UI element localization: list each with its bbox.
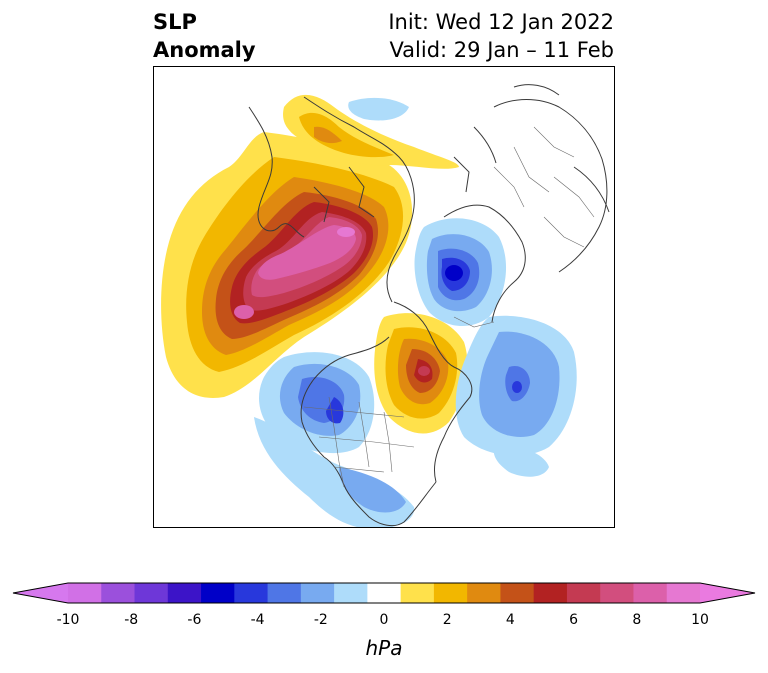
colorbar-extend-low	[13, 583, 68, 603]
colorbar-tick-label: -6	[187, 612, 202, 628]
colorbar-segment	[300, 583, 335, 603]
valid-range: Valid: 29 Jan – 11 Feb	[389, 38, 614, 62]
colorbar-extend-high	[700, 583, 755, 603]
colorbar-segment	[433, 583, 468, 603]
colorbar-segment	[500, 583, 535, 603]
colorbar-segment	[334, 583, 368, 603]
negative-anomaly-atlantic	[455, 315, 577, 456]
colorbar-segment	[533, 583, 568, 603]
colorbar-tick-label: 6	[569, 612, 579, 628]
coastlines	[248, 84, 610, 527]
colorbar-segment	[101, 583, 136, 603]
colorbar-tick-label: -8	[124, 612, 139, 628]
positive-anomaly-pacific	[161, 132, 413, 398]
colorbar-ticks: -10 -8 -6 -4 -2 0 2 4 6 8 10	[0, 612, 768, 632]
forecast-info: Init: Wed 12 Jan 2022 Valid: 29 Jan – 11…	[388, 8, 614, 64]
colorbar-segment	[134, 583, 169, 603]
positive-anomaly-greenland	[374, 313, 468, 434]
negative-anomaly-scandinavia	[348, 97, 409, 121]
colorbar-segment	[68, 583, 102, 603]
colorbar-unit-label: hPa	[365, 636, 403, 660]
field-label: Anomaly	[153, 38, 256, 62]
colorbar	[12, 582, 756, 604]
anomaly-map	[161, 84, 610, 527]
variable-label: SLP	[153, 10, 197, 34]
colorbar-segment	[633, 583, 668, 603]
colorbar-segment	[201, 583, 235, 603]
colorbar-tick-label: 8	[632, 612, 642, 628]
colorbar-tick-label: 4	[505, 612, 515, 628]
positive-anomaly-arctic	[283, 94, 459, 169]
colorbar-segment	[400, 583, 435, 603]
negative-anomaly-north-america	[254, 352, 549, 527]
colorbar-tick-label: -4	[250, 612, 265, 628]
init-date: Init: Wed 12 Jan 2022	[388, 10, 614, 34]
colorbar-tick-label: 0	[379, 612, 389, 628]
map-title: SLP Anomaly	[153, 8, 256, 64]
colorbar-tick-label: 2	[442, 612, 452, 628]
map-panel	[153, 66, 615, 528]
colorbar-segment	[600, 583, 634, 603]
colorbar-segment	[167, 583, 202, 603]
colorbar-segment	[467, 583, 501, 603]
colorbar-segment	[367, 583, 402, 603]
colorbar-segment	[267, 583, 302, 603]
negative-anomaly-europe	[414, 218, 507, 327]
political-borders	[303, 126, 595, 488]
colorbar-segment	[234, 583, 269, 603]
colorbar-tick-label: -2	[313, 612, 328, 628]
colorbar-outline	[12, 582, 756, 604]
colorbar-tick-label: 10	[691, 612, 709, 628]
colorbar-tick-label: -10	[56, 612, 80, 628]
colorbar-segment	[566, 583, 601, 603]
colorbar-segment	[666, 583, 701, 603]
